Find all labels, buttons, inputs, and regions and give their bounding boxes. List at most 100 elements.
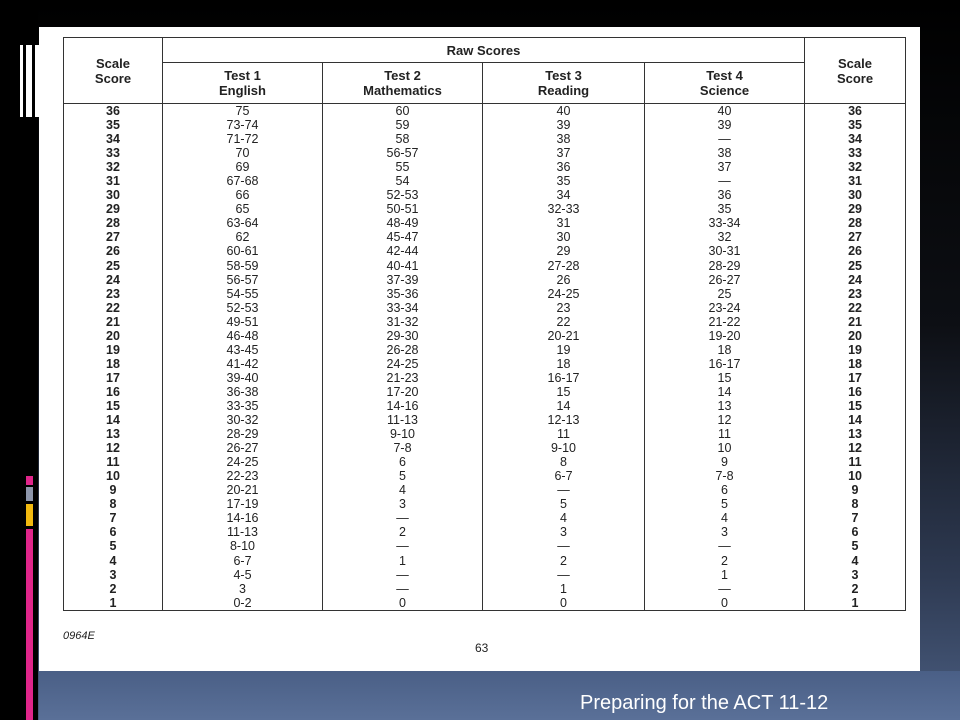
table-cell: 67-68 bbox=[226, 174, 259, 189]
table-cell: — bbox=[718, 174, 731, 189]
table-cell: 16 bbox=[106, 384, 120, 399]
table-cell: 14-16 bbox=[386, 398, 419, 413]
table-cell: 7-8 bbox=[393, 441, 412, 456]
table-cell: 24-25 bbox=[386, 356, 419, 371]
table-cell: 13 bbox=[106, 427, 120, 442]
table-cell: 18 bbox=[556, 356, 571, 371]
table-cell: 20 bbox=[848, 328, 862, 343]
table-cell: 2 bbox=[851, 581, 859, 596]
table-cell: 4 bbox=[560, 511, 567, 526]
table-cell: 65 bbox=[235, 202, 250, 217]
accent-bar-pink-long bbox=[26, 529, 33, 720]
table-cell: 6-7 bbox=[233, 553, 252, 568]
table-cell: 3 bbox=[851, 567, 859, 582]
test-number: Test 4 bbox=[706, 68, 743, 83]
table-cell: 75 bbox=[235, 104, 250, 118]
table-cell: 5 bbox=[109, 539, 117, 554]
table-cell: 3 bbox=[560, 525, 567, 540]
table-cell: 6 bbox=[399, 455, 406, 470]
table-cell: 6 bbox=[721, 483, 728, 498]
table-cell: — bbox=[718, 539, 731, 554]
scale-score-column-left: 36 35 34 33 32 31 30 29 28 27 26 25 24 23 22 21 20 19 18 17… bbox=[63, 103, 163, 611]
table-cell: 37 bbox=[556, 146, 571, 161]
table-cell: — bbox=[396, 539, 409, 554]
table-cell: 28-29 bbox=[226, 427, 259, 442]
table-cell: 6 bbox=[109, 525, 117, 540]
table-cell: 3 bbox=[109, 567, 117, 582]
table-cell: 28 bbox=[106, 216, 120, 231]
table-cell: 19 bbox=[106, 342, 120, 357]
table-cell: 40 bbox=[717, 104, 732, 118]
table-cell: 9 bbox=[109, 483, 117, 498]
table-cell: 31 bbox=[556, 216, 571, 231]
english-raw-column: 75 73-74 71-72 70 69 67-68 66 65 63-64 62 60-61 58-… bbox=[162, 103, 323, 611]
table-cell: 14 bbox=[848, 413, 862, 428]
table-cell: 33-34 bbox=[386, 300, 419, 315]
table-cell: 63-64 bbox=[226, 216, 259, 231]
score-conversion-table: Scale Score Raw Scores Scale Score Test … bbox=[63, 37, 907, 611]
table-cell: 12-13 bbox=[547, 413, 580, 428]
table-cell: — bbox=[557, 483, 570, 498]
footer-band bbox=[39, 671, 960, 720]
table-cell: 60 bbox=[395, 104, 410, 118]
table-cell: 25 bbox=[106, 258, 120, 273]
table-cell: 59 bbox=[395, 118, 410, 133]
table-cell: 11 bbox=[848, 455, 862, 470]
table-cell: 16 bbox=[848, 384, 862, 399]
table-cell: 16-17 bbox=[708, 356, 741, 371]
table-cell: 24 bbox=[106, 272, 120, 287]
test-header-english: Test 1 English bbox=[162, 62, 323, 104]
scale-header-line1: Scale bbox=[96, 55, 130, 71]
table-cell: 22-23 bbox=[226, 469, 259, 484]
table-cell: 31 bbox=[106, 174, 120, 189]
table-cell: 58 bbox=[395, 132, 410, 147]
table-cell: 33-35 bbox=[226, 398, 259, 413]
table-cell: 39 bbox=[556, 118, 571, 133]
table-cell: 17 bbox=[848, 370, 862, 385]
table-cell: 36 bbox=[106, 104, 120, 118]
table-cell: 25 bbox=[717, 286, 732, 301]
table-cell: 36 bbox=[717, 188, 732, 203]
table-cell: 1 bbox=[721, 567, 728, 582]
table-cell: 70 bbox=[235, 146, 250, 161]
table-cell: 39 bbox=[717, 118, 732, 133]
table-cell: 0 bbox=[399, 595, 406, 610]
table-cell: 9-10 bbox=[550, 441, 577, 456]
table-cell: 32 bbox=[717, 230, 732, 245]
table-cell: 18 bbox=[717, 342, 732, 357]
test-header-mathematics: Test 2 Mathematics bbox=[322, 62, 483, 104]
table-cell: 2 bbox=[560, 553, 567, 568]
table-cell: 16-17 bbox=[547, 370, 580, 385]
science-raw-column: 40 39—38 37—36 35 33-34 32 30-31 28-29 26-27 25 23… bbox=[643, 103, 806, 611]
table-cell: 13 bbox=[848, 427, 862, 442]
table-cell: 55 bbox=[395, 160, 410, 175]
table-cell: 4-5 bbox=[233, 567, 252, 582]
table-cell: 15 bbox=[556, 384, 571, 399]
table-cell: 26-28 bbox=[386, 342, 419, 357]
table-cell: 21 bbox=[848, 314, 862, 329]
table-cell: 27 bbox=[106, 230, 120, 245]
scale-header-line2: Score bbox=[94, 70, 132, 86]
table-cell: 3 bbox=[239, 581, 246, 596]
table-cell: 1 bbox=[109, 595, 117, 610]
table-cell: 7-8 bbox=[715, 469, 734, 484]
table-cell: 19 bbox=[556, 342, 571, 357]
table-cell: 42-44 bbox=[386, 244, 419, 259]
table-cell: 8 bbox=[109, 497, 117, 512]
table-cell: 1 bbox=[560, 581, 567, 596]
table-cell: 26-27 bbox=[708, 272, 741, 287]
table-cell: 3 bbox=[721, 525, 728, 540]
table-cell: 31-32 bbox=[386, 314, 419, 329]
table-cell: 32 bbox=[106, 160, 120, 175]
table-cell: 12 bbox=[717, 413, 732, 428]
scale-score-column-right: 36 35 34 33 32 31 30 29 28 27 26 25 24 23 22 21 20 19 18 17… bbox=[804, 103, 907, 611]
table-cell: 30 bbox=[848, 188, 862, 203]
table-cell: 11 bbox=[106, 455, 120, 470]
table-cell: 0 bbox=[721, 595, 728, 610]
table-cell: 28-29 bbox=[708, 258, 741, 273]
table-cell: 35 bbox=[848, 118, 862, 133]
table-cell: — bbox=[718, 132, 731, 147]
table-cell: 36 bbox=[848, 104, 862, 118]
table-cell: 69 bbox=[235, 160, 250, 175]
raw-scores-header: Raw Scores bbox=[161, 37, 806, 63]
